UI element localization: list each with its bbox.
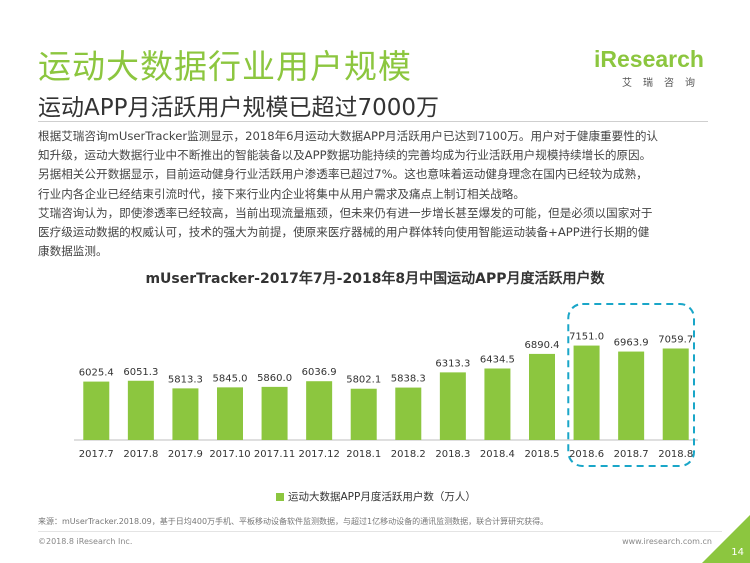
bar-value-label: 5802.1 (346, 375, 381, 386)
bar-value-label: 6963.9 (614, 338, 649, 349)
logo-chinese-name: 艾瑞咨询 (622, 78, 706, 89)
website-link[interactable]: www.iresearch.com.cn (622, 537, 712, 546)
legend-label: 运动大数据APP月度活跃用户数（万人） (288, 491, 476, 503)
x-tick-label: 2017.10 (209, 449, 250, 460)
bar (573, 345, 600, 440)
bar-value-label: 7059.7 (658, 334, 693, 345)
bar (662, 348, 689, 440)
chart-title: mUserTracker-2017年7月-2018年8月中国运动APP月度活跃用… (145, 271, 605, 287)
iresearch-logo: iResearch 艾瑞咨询 (594, 38, 714, 96)
body-line: 知升级，运动大数据行业中不断推出的智能装备以及APP数据功能持续的完善均成为行业… (38, 148, 652, 163)
copyright-text: ©2018.8 iResearch Inc. (38, 537, 133, 546)
x-tick-label: 2018.3 (435, 449, 470, 460)
bar (395, 387, 422, 440)
bar (484, 368, 511, 440)
bar (83, 381, 110, 440)
page-subtitle: 运动APP月活跃用户规模已超过7000万 (38, 95, 440, 121)
bar-value-label: 6025.4 (79, 368, 114, 379)
bar-value-label: 6051.3 (123, 367, 158, 378)
x-tick-label: 2018.1 (346, 449, 381, 460)
bar (172, 388, 199, 440)
footer-divider (38, 531, 722, 532)
page-title: 运动大数据行业用户规模 (38, 47, 412, 86)
page-corner-decoration (702, 515, 750, 563)
x-tick-label: 2018.4 (480, 449, 515, 460)
bar (127, 380, 154, 440)
bar-value-label: 5838.3 (391, 374, 426, 385)
bar-value-label: 6434.5 (480, 354, 515, 365)
bar (261, 386, 288, 440)
page-number: 14 (731, 547, 744, 558)
body-line: 艾瑞咨询认为，即使渗透率已经较高，当前出现流量瓶颈，但未来仍有进一步增长甚至爆发… (38, 205, 653, 220)
legend-swatch (276, 493, 284, 501)
bar (306, 381, 333, 440)
body-line: 行业内各企业已经结束引流时代，接下来行业内企业将集中从用户需求及痛点上制订相关战… (38, 186, 525, 201)
bar-value-label: 5845.0 (213, 373, 248, 384)
x-tick-label: 2017.11 (254, 449, 295, 460)
x-tick-label: 2018.8 (658, 449, 693, 460)
bar-value-label: 5860.0 (257, 373, 292, 384)
source-note: 来源：mUserTracker.2018.09，基于日均400万手机、平板移动设… (38, 517, 549, 526)
x-tick-label: 2017.9 (168, 449, 203, 460)
x-tick-label: 2017.8 (123, 449, 158, 460)
body-paragraph: 根据艾瑞咨询mUserTracker监测显示，2018年6月运动大数据APP月活… (38, 127, 718, 261)
body-line: 医疗级运动数据的权威认可，技术的强大为前提，使原来医疗器械的用户群体转向使用智能… (38, 225, 650, 240)
bar-value-label: 6890.4 (525, 340, 560, 351)
x-tick-label: 2018.7 (614, 449, 649, 460)
x-tick-label: 2018.5 (525, 449, 560, 460)
logo-wordmark: iResearch (594, 46, 704, 72)
bar-value-label: 7151.0 (569, 332, 604, 343)
bar-value-label: 6036.9 (302, 367, 337, 378)
x-tick-label: 2017.12 (298, 449, 339, 460)
x-tick-label: 2018.6 (569, 449, 604, 460)
x-tick-label: 2017.7 (79, 449, 114, 460)
bar (439, 372, 466, 440)
bar-value-label: 6313.3 (435, 358, 470, 369)
highlight-box (567, 303, 695, 467)
bar (618, 351, 645, 440)
chart-legend: 运动大数据APP月度活跃用户数（万人） (276, 489, 476, 504)
bar-value-label: 5813.3 (168, 374, 203, 385)
x-tick-label: 2018.2 (391, 449, 426, 460)
bar (529, 353, 555, 440)
bar-chart: 6025.4 2017.7 6051.3 2017.8 5813.3 2017.9 5845… (74, 303, 698, 467)
header-divider (38, 121, 708, 122)
bar (217, 387, 243, 440)
body-line: 康数据监测。 (38, 244, 108, 259)
bar (350, 388, 377, 440)
body-line: 根据艾瑞咨询mUserTracker监测显示，2018年6月运动大数据APP月活… (38, 129, 659, 143)
body-line: 另据相关公开数据显示，目前运动健身行业活跃用户渗透率已超过7%。这也意味着运动健… (38, 167, 648, 182)
